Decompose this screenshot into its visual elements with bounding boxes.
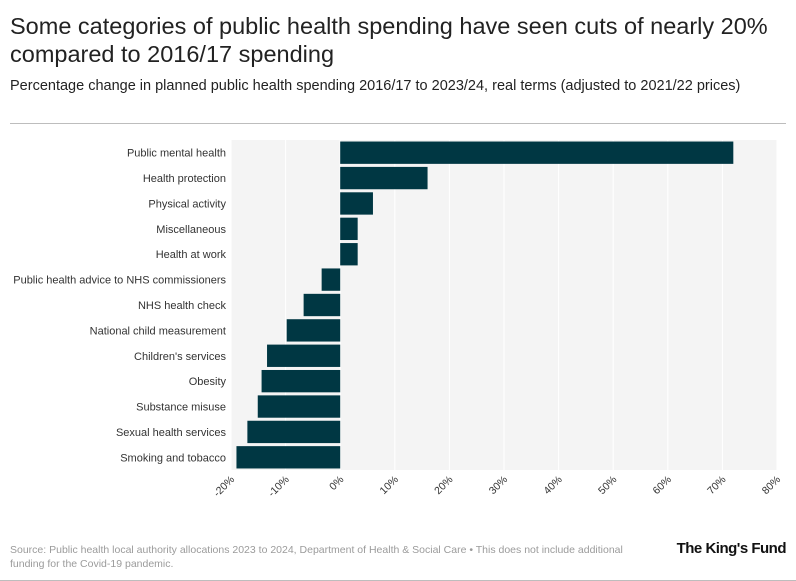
bar-11	[247, 420, 341, 444]
category-label-6: NHS health check	[138, 300, 227, 312]
bar-1	[340, 166, 428, 190]
tick-label-8: 60%	[651, 474, 674, 497]
tick-label-4: 20%	[432, 474, 455, 497]
category-label-10: Substance misuse	[136, 402, 226, 414]
category-label-3: Miscellaneous	[156, 224, 226, 236]
bar-2	[340, 192, 373, 215]
tick-label-5: 30%	[487, 474, 510, 497]
bar-12	[236, 446, 341, 469]
category-label-1: Health protection	[143, 173, 226, 185]
bar-7	[286, 319, 341, 342]
brand-logo: The King's Fund	[676, 540, 787, 557]
bar-10	[257, 395, 341, 418]
tick-label-0: -20%	[211, 474, 237, 500]
bar-5	[321, 268, 341, 291]
category-label-5: Public health advice to NHS commissioner…	[13, 275, 226, 287]
tick-label-1: -10%	[266, 474, 292, 500]
chart-title: Some categories of public health spendin…	[10, 13, 768, 67]
bar-9	[261, 369, 341, 393]
category-label-7: National child measurement	[90, 325, 226, 337]
header-divider	[10, 123, 786, 124]
tick-label-9: 70%	[705, 474, 728, 497]
chart-subtitle: Percentage change in planned public heal…	[10, 78, 741, 94]
category-label-12: Smoking and tobacco	[120, 452, 226, 464]
category-label-11: Sexual health services	[116, 427, 227, 439]
tick-label-2: 0%	[327, 474, 346, 493]
tick-label-6: 40%	[541, 474, 564, 497]
bar-8	[267, 344, 341, 367]
category-label-2: Physical activity	[148, 198, 226, 210]
bar-0	[340, 141, 734, 164]
category-label-9: Obesity	[189, 376, 227, 388]
source-note: Source: Public health local authority al…	[10, 544, 623, 570]
bar-chart: Public mental health Health protection Phy…	[13, 140, 783, 500]
bar-4	[340, 243, 358, 266]
category-label-4: Health at work	[156, 249, 227, 261]
tick-label-10: 80%	[760, 474, 783, 497]
tick-label-7: 50%	[596, 474, 619, 497]
category-label-0: Public mental health	[127, 148, 226, 160]
category-label-8: Children's services	[134, 351, 226, 363]
tick-label-3: 10%	[378, 474, 401, 497]
bar-6	[303, 293, 341, 317]
bar-3	[340, 217, 358, 241]
